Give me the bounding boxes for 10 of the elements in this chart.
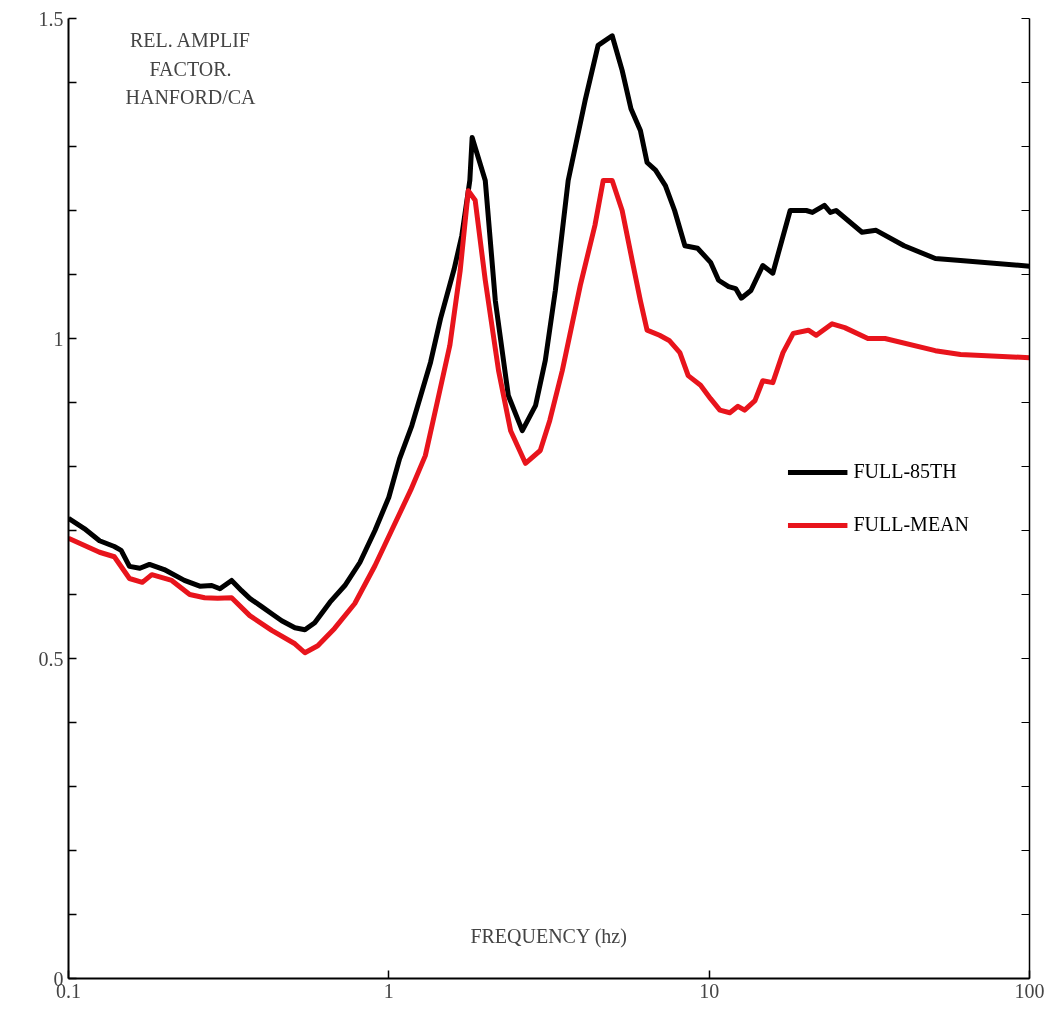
legend-label: FULL-85TH: [853, 460, 957, 483]
x-tick-label: 100: [1014, 979, 1045, 1002]
x-tick-label: 10: [699, 979, 720, 1002]
y-tick-label: 1: [53, 327, 64, 350]
y-tick-label: 1.5: [38, 7, 64, 30]
y-tick-label: 0.5: [38, 647, 64, 670]
annotation: REL. AMPLIF FACTOR. HANFORD/CA: [125, 29, 257, 109]
x-axis-title: FREQUENCY (hz): [470, 924, 627, 948]
legend-label: FULL-MEAN: [853, 513, 969, 536]
x-tick-label: 1: [383, 979, 394, 1002]
